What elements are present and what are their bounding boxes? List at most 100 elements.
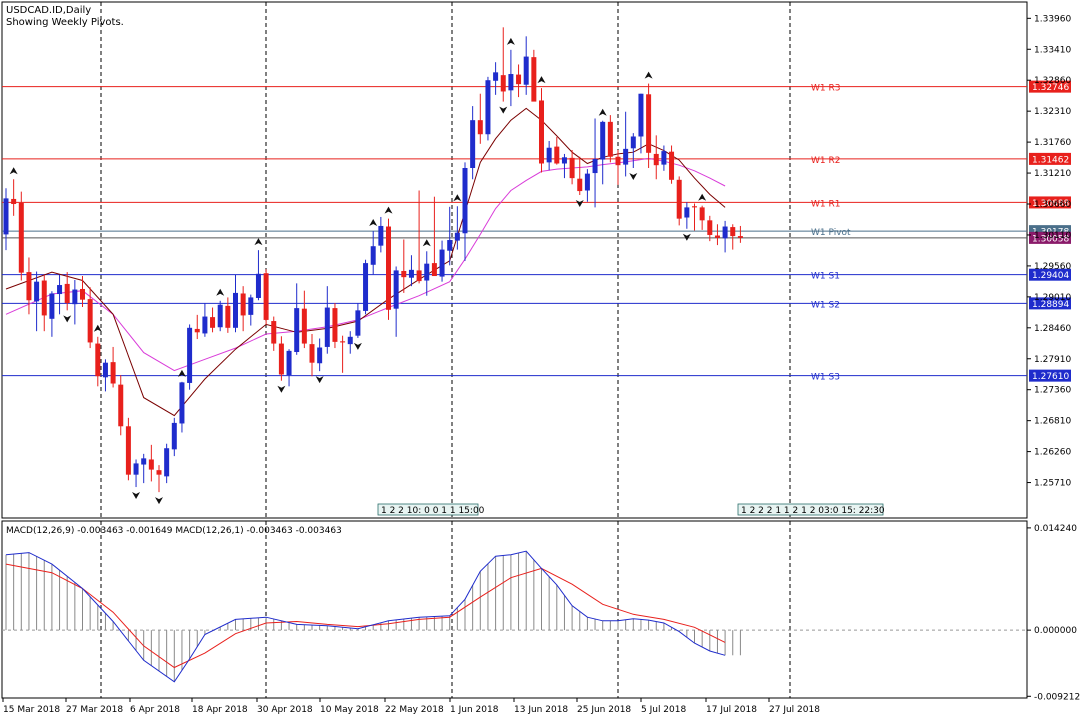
candle-body [699, 207, 705, 221]
candle-body [148, 459, 154, 470]
candle-body [255, 273, 261, 298]
candle-body [669, 151, 675, 180]
fractal-down-arrow [155, 497, 163, 505]
time-axis-label: 15 Mar 2018 [3, 705, 60, 715]
candle-body [561, 157, 567, 164]
price-axis-label: 1.29010 [1034, 293, 1071, 303]
price-axis-label: 1.30660 [1034, 200, 1071, 210]
candle-body [416, 270, 422, 282]
candle-body [309, 344, 315, 363]
time-axis-label: 25 Jun 2018 [577, 705, 631, 715]
candle-body [592, 158, 598, 174]
pivot-price-tag [1029, 297, 1071, 310]
candle-body [607, 121, 613, 157]
time-axis-label: 27 Jul 2018 [769, 705, 820, 715]
candle-body [516, 74, 522, 85]
candle-body [447, 240, 453, 251]
pivot-price-tag [1029, 369, 1071, 382]
candle-body [477, 120, 483, 135]
time-label-text: 1 2 2 10: 0 0 1 1 15:00 [381, 506, 485, 516]
time-axis-label: 22 May 2018 [385, 705, 444, 715]
candle-body [49, 293, 55, 319]
time-label-text: 1 2 2 2 1 1 2 1 2 03:0 15: 22:30 [741, 506, 885, 516]
candle-body [378, 225, 384, 246]
fractal-up-arrow [698, 193, 707, 201]
candle-body [233, 292, 238, 328]
fractal-up-arrow [9, 167, 18, 175]
candle-body [118, 384, 124, 427]
candle-body [569, 157, 575, 179]
candle-body [386, 226, 391, 310]
macd-header-label: MACD(12,26,9) -0.003463 -0.001649 MACD(1… [6, 526, 342, 536]
current-price-tag-label: 1.30058 [1032, 234, 1069, 244]
candle-body [164, 448, 170, 477]
candle-body [539, 100, 544, 164]
price-axis-label: 1.28460 [1034, 324, 1071, 334]
candle-body [324, 307, 330, 347]
candle-body [271, 321, 277, 344]
candle-body [439, 249, 445, 277]
fractal-up-arrow [422, 239, 431, 247]
price-axis-label: 1.31210 [1034, 169, 1071, 179]
fractal-down-arrow [277, 385, 286, 393]
candle-body [263, 273, 269, 320]
pivot-level-label: W1 Pivot [811, 228, 851, 238]
candle-body [34, 281, 40, 302]
candle-body [577, 178, 583, 192]
candle-body [3, 198, 9, 235]
candle-body [676, 179, 682, 219]
macd-axis-label: 0.014240 [1034, 524, 1077, 534]
fractal-down-arrow [575, 200, 584, 208]
time-axis-label: 5 Jul 2018 [641, 705, 686, 715]
fractal-up-arrow [254, 238, 263, 246]
candle-body [508, 74, 514, 91]
candle-body [623, 148, 629, 165]
candle-body [546, 147, 552, 163]
time-axis-label: 30 Apr 2018 [257, 705, 313, 715]
price-axis-label: 1.27910 [1034, 355, 1071, 365]
fractal-up-arrow [506, 37, 515, 45]
candle-body [431, 263, 437, 277]
candle-body [179, 382, 185, 424]
candle-body [692, 206, 697, 208]
fractal-down-arrow [629, 172, 638, 180]
candle-body [202, 316, 208, 334]
pivot-price-tag-label: 1.27610 [1032, 372, 1069, 382]
time-axis-label: 13 Jun 2018 [514, 705, 568, 715]
fractal-up-arrow [453, 194, 462, 202]
fractal-up-arrow [598, 108, 607, 116]
candle-body [80, 288, 85, 300]
candle-body [737, 236, 743, 238]
candle-body [493, 72, 499, 81]
candle-body [141, 458, 147, 465]
pivot-price-tag [1029, 268, 1071, 281]
candle-body [462, 167, 468, 234]
fractal-down-arrow [315, 376, 324, 384]
pivot-price-tag-label: 1.32746 [1032, 83, 1069, 93]
candle-body [638, 93, 644, 137]
fractal-up-arrow [644, 71, 653, 79]
fractal-up-arrow [537, 76, 546, 84]
candle-body [730, 227, 736, 237]
candle-body [217, 304, 223, 328]
candle-body [401, 270, 407, 278]
symbol-timeframe-label: USDCAD.ID,Daily [6, 5, 92, 16]
candle-body [286, 350, 292, 376]
price-axis-label: 1.26260 [1034, 448, 1071, 458]
candle-body [72, 289, 78, 305]
candle-body [95, 343, 101, 377]
pivot-level-label: W1 R2 [811, 156, 840, 166]
macd-panel-frame [1, 520, 1028, 699]
time-axis-label: 17 Jul 2018 [706, 705, 757, 715]
candle-body [707, 220, 713, 235]
pivot-price-tag-label: 1.30688 [1032, 199, 1069, 209]
price-axis-label: 1.29560 [1034, 262, 1071, 272]
time-axis-label: 1 Jun 2018 [450, 705, 499, 715]
candle-body [500, 75, 506, 92]
candle-body [600, 121, 606, 160]
price-axis-label: 1.32310 [1034, 107, 1071, 117]
candle-body [470, 120, 476, 168]
pivot-level-label: W1 R1 [811, 199, 840, 209]
pivot-price-tag-label: 1.31462 [1032, 155, 1069, 165]
